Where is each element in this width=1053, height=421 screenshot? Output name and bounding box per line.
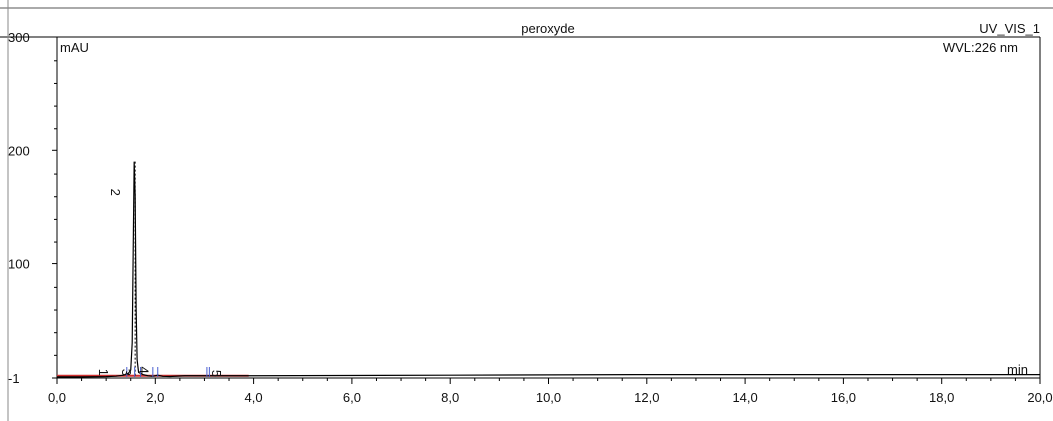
y-tick-label: 300 (8, 30, 30, 45)
x-tick-label: 0,0 (48, 390, 66, 405)
x-tick-label: 6,0 (343, 390, 361, 405)
integration-marker-layer (126, 367, 210, 377)
x-tick-label: 2,0 (146, 390, 164, 405)
peak-label: 5 (209, 370, 224, 377)
peak-label-group: 1 2 3 4 5 (96, 189, 224, 377)
y-tick-group: -1 100 200 300 (8, 30, 57, 386)
x-tick-label: 18,0 (929, 390, 954, 405)
x-tick-label: 8,0 (441, 390, 459, 405)
x-tick-label: 14,0 (732, 390, 757, 405)
x-tick-label: 12,0 (634, 390, 659, 405)
channel-label: UV_VIS_1 (979, 21, 1040, 36)
peak-label: 4 (137, 366, 152, 373)
peak-label: 2 (108, 189, 123, 196)
y-tick-label: -1 (8, 371, 20, 386)
x-tick-group: 0,0 2,0 4,0 6,0 8,0 10,0 12,0 14,0 16,0 18,0 20,0 (48, 378, 1053, 405)
wavelength-label: WVL:226 nm (943, 40, 1018, 55)
x-tick-label: 20,0 (1027, 390, 1052, 405)
series-line (57, 161, 1040, 378)
x-tick-label: 10,0 (536, 390, 561, 405)
x-axis-unit-label: min (1007, 362, 1028, 377)
y-tick-label: 200 (8, 143, 30, 158)
peak-label: 1 (96, 369, 111, 376)
chart-title: peroxyde (521, 21, 574, 36)
x-tick-label: 4,0 (245, 390, 263, 405)
y-tick-label: 100 (8, 257, 30, 272)
peak-label: 3 (119, 369, 134, 376)
series-layer (57, 161, 1040, 378)
x-tick-label: 16,0 (831, 390, 856, 405)
y-axis-unit-label: mAU (60, 40, 89, 55)
